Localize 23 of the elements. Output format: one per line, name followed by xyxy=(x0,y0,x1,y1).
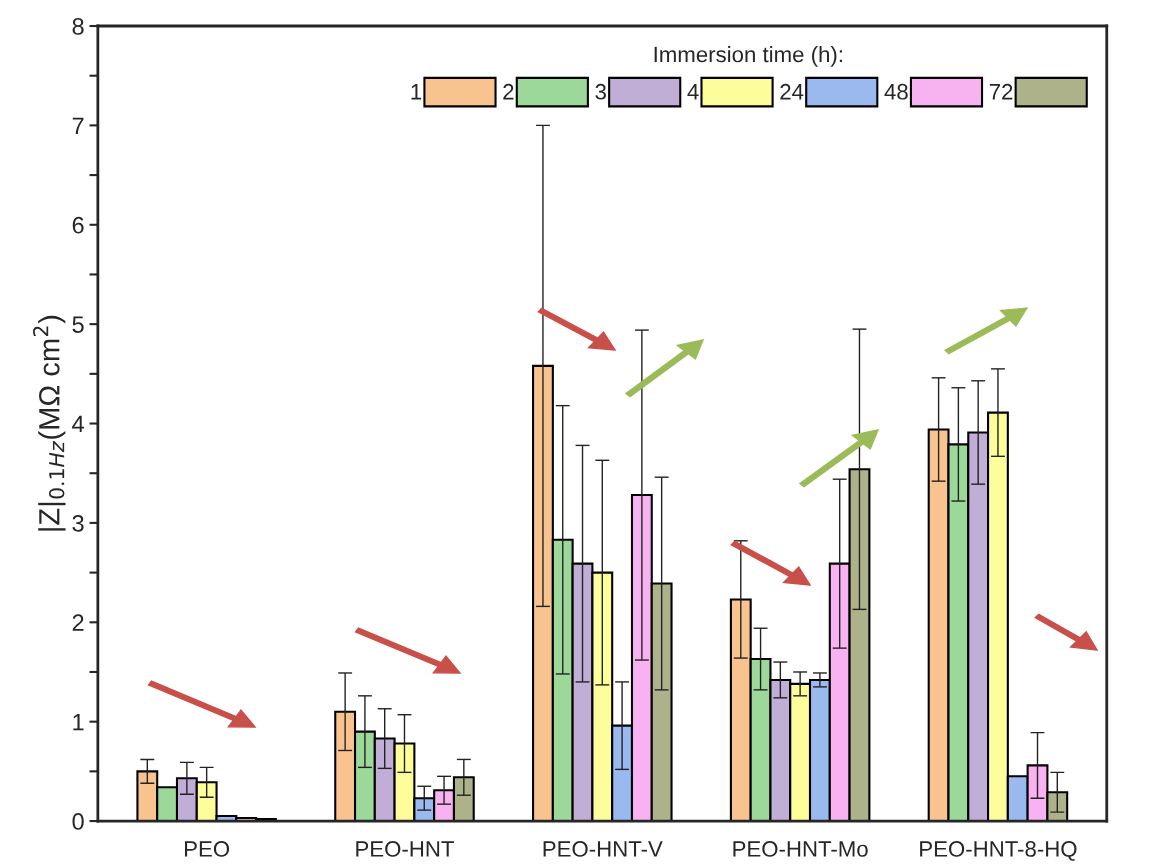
legend-title: Immersion time (h): xyxy=(654,46,842,67)
x-tick-label: PEO-HNT-8-HQ xyxy=(920,841,1077,861)
legend-label: 3 xyxy=(595,83,606,100)
x-tick-label: PEO-HNT-Mo xyxy=(733,841,868,857)
y-axis-title: |Z|$_{0.1Hz}$(MΩ cm$^{2}$) xyxy=(33,315,66,531)
y-tick-label: 5 xyxy=(72,316,84,333)
y-tick-label: 6 xyxy=(72,216,84,234)
legend-label: 72 xyxy=(989,83,1013,100)
y-tick-label: 8 xyxy=(72,18,84,35)
legend-label: 1 xyxy=(411,84,422,100)
y-tick-label: 2 xyxy=(72,614,84,631)
y-tick-label: 0 xyxy=(72,813,84,830)
x-tick-label: PEO-HNT-V xyxy=(543,841,663,857)
y-tick-label: 7 xyxy=(72,117,84,134)
x-tick-label: PEO xyxy=(185,841,230,857)
y-tick-label: 3 xyxy=(72,514,84,532)
y-tick-label: 1 xyxy=(73,713,84,731)
x-tick-label: PEO-HNT xyxy=(356,841,454,857)
legend-label: 48 xyxy=(884,83,908,100)
legend-label: 2 xyxy=(503,83,514,100)
legend-label: 4 xyxy=(687,84,699,100)
y-tick-label: 4 xyxy=(72,415,84,433)
legend-label: 24 xyxy=(780,83,804,100)
